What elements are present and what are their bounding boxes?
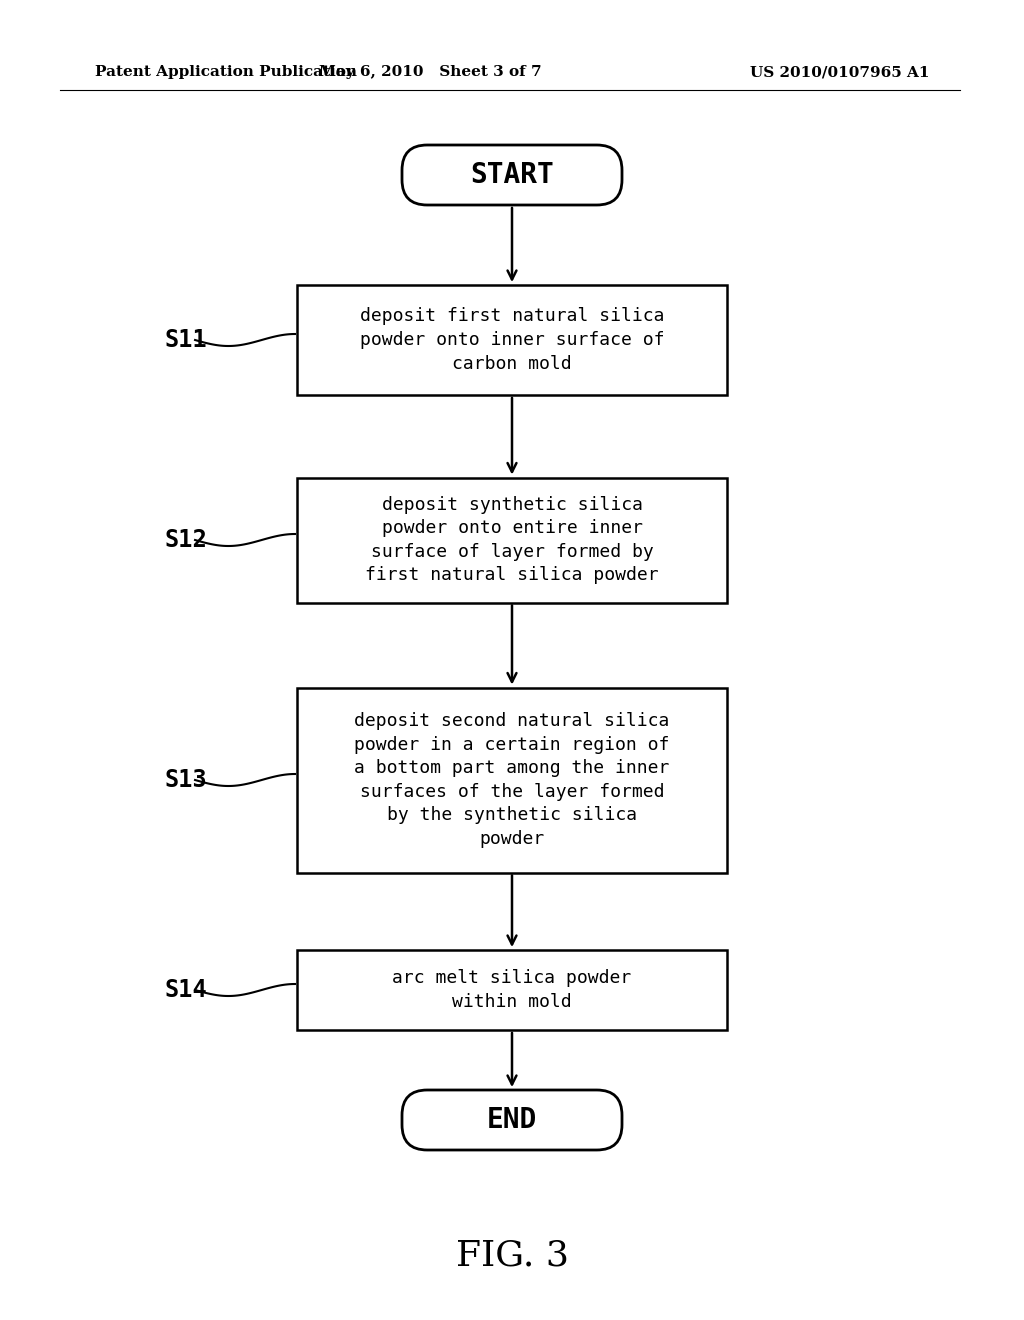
Text: arc melt silica powder
within mold: arc melt silica powder within mold [392,969,632,1011]
Bar [297,285,727,395]
Text: S13: S13 [165,768,208,792]
FancyBboxPatch shape [402,1090,622,1150]
Text: END: END [486,1106,538,1134]
Text: US 2010/0107965 A1: US 2010/0107965 A1 [751,65,930,79]
Text: S12: S12 [165,528,208,552]
Bar [297,478,727,602]
Text: S14: S14 [165,978,208,1002]
Text: deposit second natural silica
powder in a certain region of
a bottom part among : deposit second natural silica powder in … [354,711,670,847]
Bar [297,688,727,873]
FancyBboxPatch shape [402,145,622,205]
Bar [297,950,727,1030]
Text: May 6, 2010   Sheet 3 of 7: May 6, 2010 Sheet 3 of 7 [318,65,542,79]
Text: Patent Application Publication: Patent Application Publication [95,65,357,79]
Text: START: START [470,161,554,189]
Text: deposit synthetic silica
powder onto entire inner
surface of layer formed by
fir: deposit synthetic silica powder onto ent… [366,495,658,585]
Text: S11: S11 [165,327,208,352]
Text: FIG. 3: FIG. 3 [456,1238,568,1272]
Text: deposit first natural silica
powder onto inner surface of
carbon mold: deposit first natural silica powder onto… [359,308,665,372]
